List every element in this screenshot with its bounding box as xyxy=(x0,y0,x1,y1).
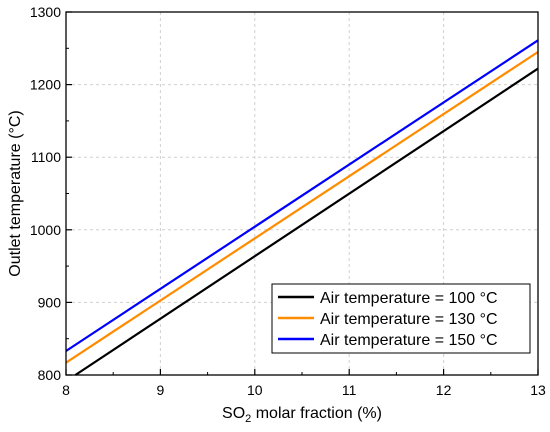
legend-label: Air temperature = 130 °C xyxy=(320,311,498,328)
x-axis-label: SO2 molar fraction (%) xyxy=(222,405,382,425)
series-line-2 xyxy=(65,50,539,364)
x-tick-label: 13 xyxy=(530,382,546,398)
y-tick-label: 1000 xyxy=(30,222,61,238)
series-line-3 xyxy=(65,39,539,352)
y-tick-label: 1100 xyxy=(31,149,61,165)
series-line-1 xyxy=(74,67,539,376)
y-axis-label: Outlet temperature (°C) xyxy=(7,110,24,276)
x-axis-label-subscript: 2 xyxy=(245,413,251,425)
x-tick-label: 10 xyxy=(247,382,263,398)
x-tick-label: 12 xyxy=(436,382,452,398)
series-lines xyxy=(65,39,539,376)
y-tick-label: 900 xyxy=(38,294,62,310)
y-tick-label: 800 xyxy=(38,367,62,383)
x-tick-label: 8 xyxy=(62,382,70,398)
legend: Air temperature = 100 °C Air temperature … xyxy=(271,283,531,354)
x-tick-label: 9 xyxy=(157,382,165,398)
x-axis-label-main: SO xyxy=(222,405,245,422)
legend-box xyxy=(271,283,531,354)
y-tick-label: 1200 xyxy=(30,77,61,93)
axis-ticks: 8 9 10 11 12 13 800 900 1000 1100 1200 1300 xyxy=(30,4,546,398)
y-tick-label: 1300 xyxy=(30,4,61,20)
x-tick-label: 11 xyxy=(342,382,357,398)
legend-label: Air temperature = 150 °C xyxy=(320,332,498,349)
x-axis-label-rest: molar fraction (%) xyxy=(251,405,382,422)
legend-label: Air temperature = 100 °C xyxy=(320,290,498,307)
